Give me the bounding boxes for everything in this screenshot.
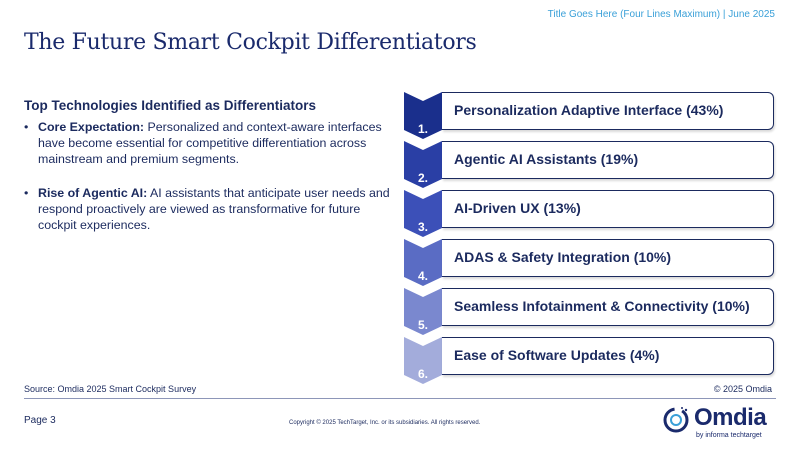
item-box: Ease of Software Updates (4%) <box>442 337 774 375</box>
item-label: AI-Driven UX (13%) <box>454 200 581 216</box>
header-note: Title Goes Here (Four Lines Maximum) | J… <box>547 9 775 20</box>
item-number: 4. <box>417 269 428 283</box>
item-number: 2. <box>417 171 428 185</box>
bullet-lead: Core Expectation: <box>38 120 145 134</box>
list-item-1: 1. Personalization Adaptive Interface (4… <box>404 92 776 139</box>
omdia-logo: Omdia by informa techtarget <box>662 404 782 444</box>
page-title: The Future Smart Cockpit Differentiators <box>24 30 477 55</box>
logo-subtitle: by informa techtarget <box>696 432 762 439</box>
logo-wordmark: Omdia <box>694 404 767 431</box>
item-number: 3. <box>417 220 428 234</box>
bullet-dot: • <box>24 120 29 134</box>
item-number: 6. <box>417 367 428 381</box>
item-box: ADAS & Safety Integration (10%) <box>442 239 774 277</box>
source-note: Source: Omdia 2025 Smart Cockpit Survey <box>24 384 197 394</box>
item-label: Personalization Adaptive Interface (43%) <box>454 102 724 118</box>
omdia-logo-icon <box>663 407 689 433</box>
item-box: Seamless Infotainment & Connectivity (10… <box>442 288 774 326</box>
copyright-notice: Copyright © 2025 TechTarget, Inc. or its… <box>289 420 481 426</box>
list-item-5: 5. Seamless Infotainment & Connectivity … <box>404 288 776 335</box>
subhead: Top Technologies Identified as Different… <box>24 98 317 113</box>
bullet-agentic-ai: • Rise of Agentic AI: AI assistants that … <box>24 185 394 233</box>
list-item-2: 2. Agentic AI Assistants (19%) <box>404 141 776 188</box>
item-box: Agentic AI Assistants (19%) <box>442 141 774 179</box>
item-label: Seamless Infotainment & Connectivity (10… <box>454 298 750 314</box>
item-label: Agentic AI Assistants (19%) <box>454 151 639 167</box>
bullet-lead: Rise of Agentic AI: <box>38 186 148 200</box>
item-number: 5. <box>417 318 428 332</box>
item-label: Ease of Software Updates (4%) <box>454 347 660 363</box>
list-item-3: 3. AI-Driven UX (13%) <box>404 190 776 237</box>
left-text-block: Top Technologies Identified as Different… <box>24 98 394 251</box>
bullet-text: Personalized and context-aware interface… <box>38 120 382 166</box>
item-box: AI-Driven UX (13%) <box>442 190 774 228</box>
list-item-6: 6. Ease of Software Updates (4%) <box>404 337 776 384</box>
list-item-4: 4. ADAS & Safety Integration (10%) <box>404 239 776 286</box>
item-number: 1. <box>417 122 428 136</box>
item-box: Personalization Adaptive Interface (43%) <box>442 92 774 130</box>
bullet-core-expectation: • Core Expectation: Personalized and cont… <box>24 119 394 167</box>
bullet-text: AI assistants that anticipate user needs… <box>38 186 390 232</box>
copyright-omdia: © 2025 Omdia <box>713 384 772 394</box>
footer-divider <box>24 398 776 399</box>
bullet-dot: • <box>24 186 29 200</box>
page-number: Page 3 <box>24 415 56 426</box>
item-label: ADAS & Safety Integration (10%) <box>454 249 672 265</box>
